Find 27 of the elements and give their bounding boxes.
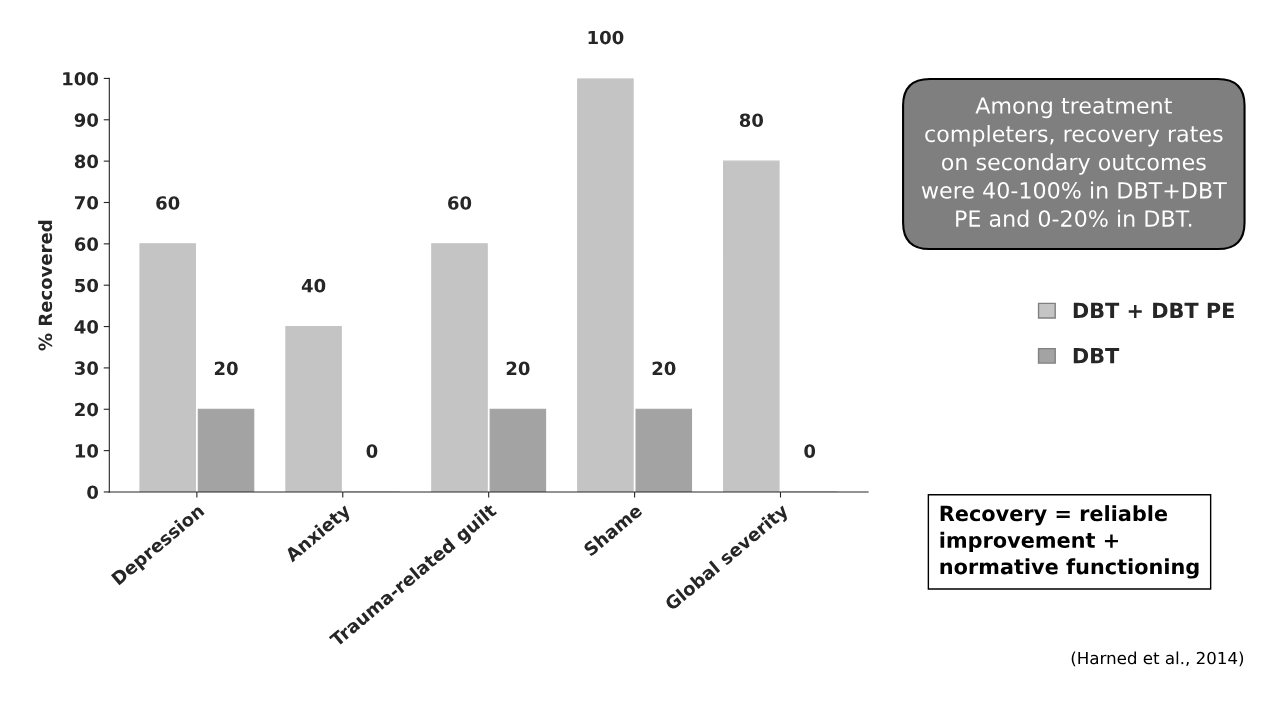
y-tick-label: 10 (75, 444, 99, 458)
data-label: 20 (506, 361, 530, 376)
y-tick-label: 100 (63, 71, 99, 86)
y-tick-label: 30 (74, 361, 99, 376)
text: (Harned et al., 2014) (1071, 651, 1244, 667)
y-tick-label: 50 (75, 278, 99, 293)
data-label: 40 (301, 278, 326, 293)
data-label: 100 (588, 30, 624, 45)
y-tick-label: 20 (75, 402, 99, 417)
y-tick-label: 80 (74, 154, 99, 169)
data-label: 60 (156, 196, 180, 210)
data-label: 0 (804, 444, 816, 458)
y-axis-title: % Recovered (38, 220, 53, 351)
y-tick-label: 40 (74, 320, 99, 334)
legend-label: DBT + DBT PE (1073, 302, 1234, 318)
data-label: 20 (214, 361, 238, 376)
data-label: 60 (448, 196, 472, 210)
y-tick-label: 90 (74, 113, 99, 127)
data-label: 20 (652, 361, 676, 376)
text: Recovery = reliable improvement + normative functioning (940, 505, 1199, 579)
data-label: 0 (366, 444, 378, 458)
text: Among treatment completers, recovery rates on secondary outcomes were 40-100% in DBT+DBT PE and 0-20% in DBT. (921, 97, 1227, 227)
legend-label: DBT (1073, 347, 1120, 364)
data-label: 80 (739, 113, 764, 128)
y-tick-label: 60 (74, 237, 99, 251)
y-tick-label: 0 (87, 485, 99, 500)
y-tick-label: 70 (74, 195, 99, 210)
